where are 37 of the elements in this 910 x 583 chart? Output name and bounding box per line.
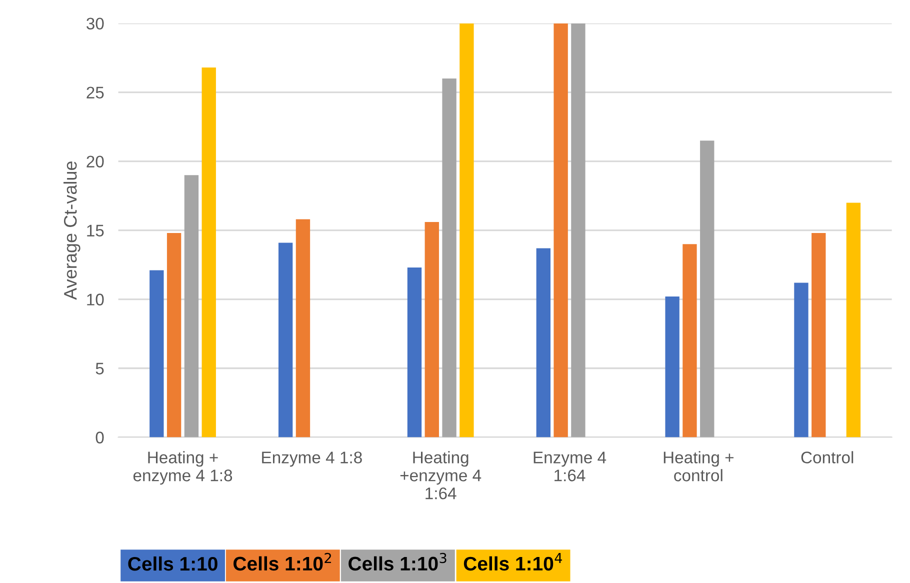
bar <box>554 23 568 438</box>
text: Cells 1:10$^{2}$ <box>234 552 331 571</box>
y-tick-label: 10 <box>87 294 104 306</box>
x-tick-label: Control <box>801 451 854 464</box>
x-tick-label: Heating + control <box>664 451 734 482</box>
bar <box>536 248 550 438</box>
bar <box>166 233 182 438</box>
text: Cells 1:10$^{3}$ <box>348 552 446 571</box>
text: Cells 1:10$^{4}$ <box>464 553 562 571</box>
x-tick-label: Enzyme 4 1:8 <box>262 452 362 467</box>
bar <box>700 140 714 438</box>
y-tick-label: 25 <box>86 86 104 99</box>
y-tick-label: 30 <box>86 18 104 30</box>
bar <box>794 282 808 438</box>
bar <box>846 202 861 438</box>
bar <box>571 23 586 438</box>
y-tick-label: 15 <box>87 224 104 236</box>
y-tick-label: 0 <box>96 432 104 444</box>
bar <box>665 296 680 438</box>
bar <box>278 242 293 438</box>
x-tick-label: Heating +enzyme 4 1:64 <box>400 451 482 500</box>
bar <box>407 268 422 438</box>
bar <box>150 270 164 438</box>
bar <box>812 233 826 438</box>
y-tick-label: 5 <box>96 362 104 374</box>
bar <box>460 23 474 438</box>
x-tick-label: Enzyme 4 1:64 <box>534 452 606 482</box>
y-axis-title: Average Ct-value <box>63 161 80 300</box>
bar <box>184 175 199 438</box>
y-tick-label: 20 <box>86 156 104 168</box>
bar <box>424 222 439 438</box>
bar <box>202 67 216 438</box>
bar <box>296 219 310 438</box>
bar <box>682 244 697 438</box>
x-tick-label: Heating + enzyme 4 1:8 <box>133 451 232 485</box>
text: Cells 1:10 <box>128 556 218 571</box>
bar <box>442 78 456 438</box>
